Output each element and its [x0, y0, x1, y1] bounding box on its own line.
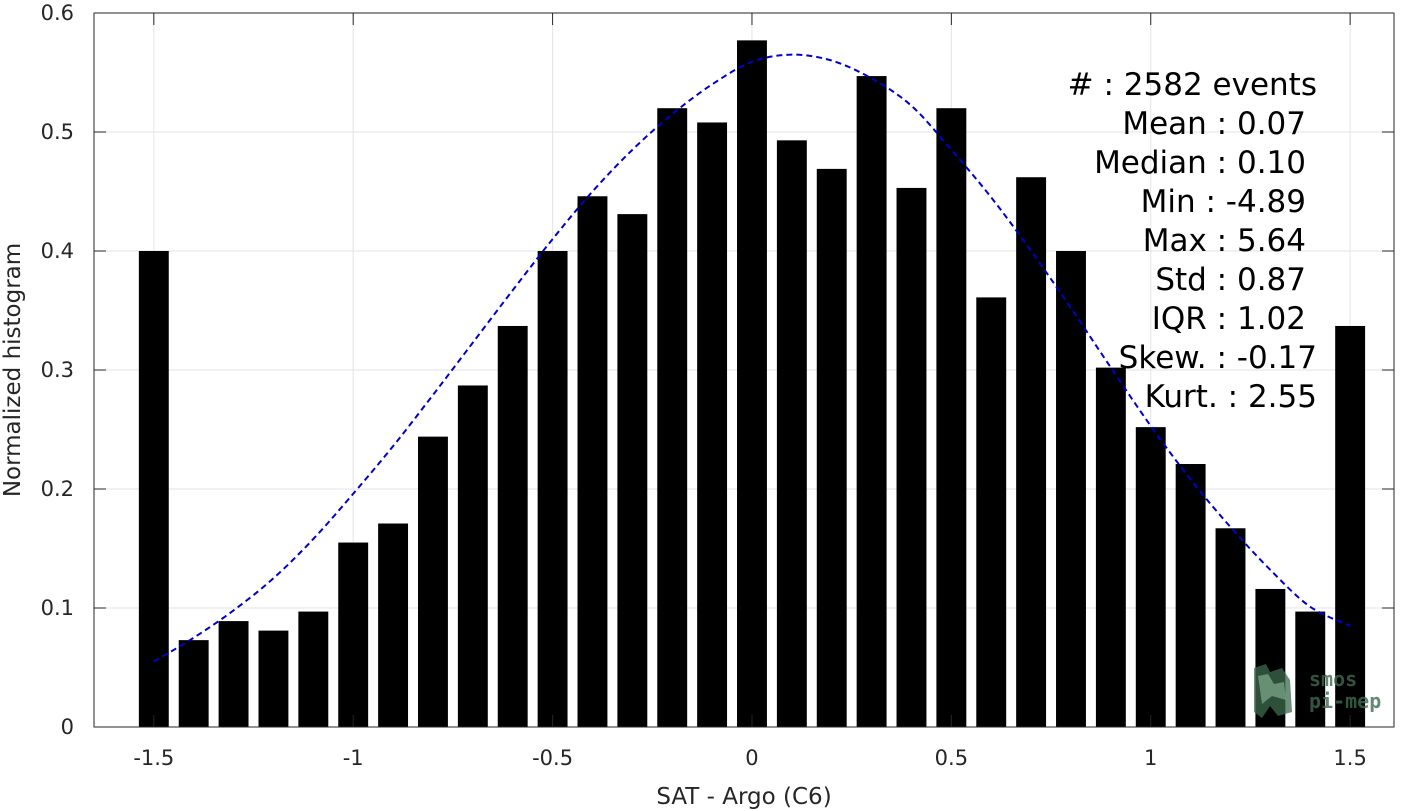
histogram-bar — [776, 140, 807, 727]
logo-line2: pi-mep — [1309, 689, 1381, 713]
histogram-bar — [856, 76, 887, 727]
x-tick-label: 0.5 — [935, 746, 968, 770]
stat-std: Std : 0.87 — [1155, 262, 1306, 298]
y-tick-label: 0.1 — [41, 596, 74, 620]
histogram-bar — [378, 523, 409, 727]
y-tick-label: 0.6 — [41, 1, 74, 25]
smos-pi-mep-logo: smos pi-mep — [1254, 664, 1381, 718]
histogram-bar — [617, 214, 648, 728]
logo-emblem-highlight-icon — [1258, 674, 1286, 704]
x-tick-label: 0 — [745, 746, 758, 770]
stat-skew: Skew. : -0.17 — [1119, 340, 1317, 376]
logo-line1: smos — [1309, 667, 1357, 691]
histogram-bar — [497, 325, 528, 727]
y-tick-labels: 0 0.1 0.2 0.3 0.4 0.5 0.6 — [41, 1, 74, 739]
histogram-bar — [1175, 464, 1206, 727]
histogram-bar — [1295, 611, 1326, 727]
histogram-bar — [537, 251, 568, 727]
histogram-bar — [1135, 427, 1166, 727]
histogram-bar — [138, 251, 169, 727]
stat-mean: Mean : 0.07 — [1122, 106, 1306, 142]
histogram-bar — [1016, 177, 1047, 728]
stat-count: # : 2582 events — [1068, 67, 1317, 103]
y-tick-label: 0.5 — [41, 120, 74, 144]
histogram-bar — [258, 630, 289, 727]
histogram-bar — [1335, 325, 1366, 727]
stat-max: Max : 5.64 — [1143, 223, 1306, 259]
y-tick-label: 0.2 — [41, 477, 74, 501]
bars-layer — [138, 40, 1366, 728]
fit-curve-layer — [153, 53, 1351, 663]
y-tick-label: 0 — [61, 715, 74, 739]
histogram-bar — [816, 168, 847, 727]
gaussian-fit-curve — [153, 53, 1351, 663]
histogram-bar — [976, 297, 1007, 727]
x-tick-label: -1 — [343, 746, 364, 770]
histogram-bar — [896, 187, 927, 727]
histogram-bar — [457, 385, 488, 727]
y-tick-label: 0.3 — [41, 358, 74, 382]
stat-kurt: Kurt. : 2.55 — [1145, 379, 1317, 415]
stat-iqr: IQR : 1.02 — [1152, 301, 1306, 337]
x-tick-labels: -1.5 -1 -0.5 0 0.5 1 1.5 — [133, 746, 1367, 770]
x-axis-label: SAT - Argo (C6) — [656, 784, 831, 810]
histogram-bar — [1095, 367, 1126, 727]
histogram-bar — [1056, 251, 1086, 727]
histogram-bar — [1215, 528, 1246, 727]
histogram-bar — [338, 542, 369, 727]
histogram-bar — [577, 196, 608, 727]
histogram-bar — [657, 108, 688, 727]
y-axis-label: Normalized histogram — [0, 243, 26, 497]
histogram-bar — [418, 436, 448, 727]
stat-median: Median : 0.10 — [1094, 145, 1306, 181]
histogram-bar — [178, 640, 209, 727]
histogram-bar — [218, 621, 249, 727]
x-tick-label: 1 — [1144, 746, 1157, 770]
x-tick-label: 1.5 — [1333, 746, 1366, 770]
histogram-bar — [936, 108, 967, 727]
statistics-annotation: # : 2582 events Mean : 0.07 Median : 0.1… — [1068, 67, 1317, 415]
histogram-bar — [298, 611, 329, 727]
x-tick-label: -0.5 — [532, 746, 573, 770]
ticks-layer — [94, 12, 1394, 728]
y-tick-label: 0.4 — [41, 239, 74, 263]
histogram-bar — [697, 122, 728, 728]
stat-min: Min : -4.89 — [1141, 184, 1306, 220]
x-tick-label: -1.5 — [133, 746, 174, 770]
histogram-bar — [737, 40, 767, 728]
